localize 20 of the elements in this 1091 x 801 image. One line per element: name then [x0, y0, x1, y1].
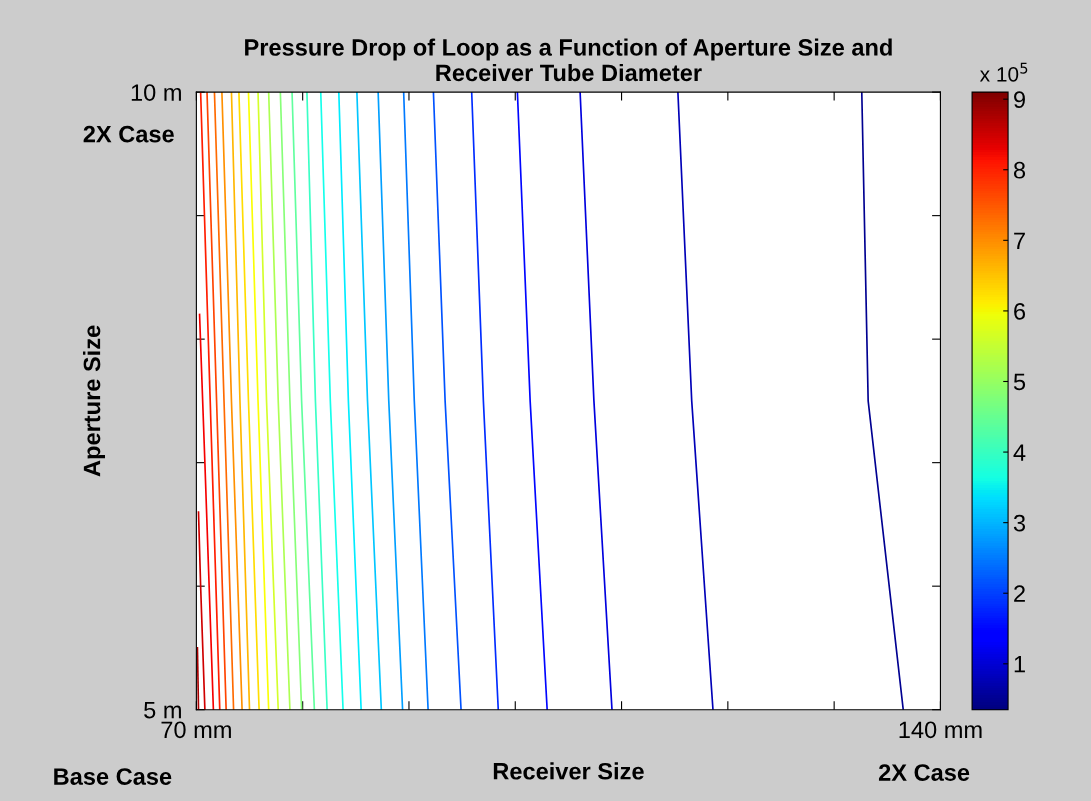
x-tick-label: 140 mm — [899, 721, 982, 739]
color-bar-label: 1 — [1014, 656, 1025, 673]
text: 2X Case — [878, 764, 970, 781]
chart-title: Pressure Drop of Loop as a Function of Aperture Size and Receiver Tube Diameter — [245, 38, 892, 82]
color-bar-label: 9 — [1014, 91, 1025, 108]
color-bar-label: 3 — [1013, 514, 1026, 532]
color-bar-label: 6 — [1014, 302, 1026, 320]
x-axis-title: Receiver Size — [493, 762, 644, 780]
text: 2X Case — [83, 125, 174, 143]
y-tick-label: 5 m — [144, 702, 181, 719]
color-bar-label: 8 — [1013, 161, 1026, 179]
text: Base Case — [54, 768, 172, 785]
x-tick-label: 70 mm — [161, 721, 231, 739]
y-tick-label: 10 m — [131, 84, 181, 101]
color-bar-label: 7 — [1014, 232, 1025, 249]
y-axis-title: Aperture Size — [82, 325, 105, 477]
color-bar-label: 4 — [1013, 444, 1026, 461]
color-bar-label: 2 — [1014, 585, 1025, 602]
color-bar-title: x 10$^{5}$ — [979, 62, 1028, 82]
color-bar-label: 5 — [1013, 373, 1026, 391]
